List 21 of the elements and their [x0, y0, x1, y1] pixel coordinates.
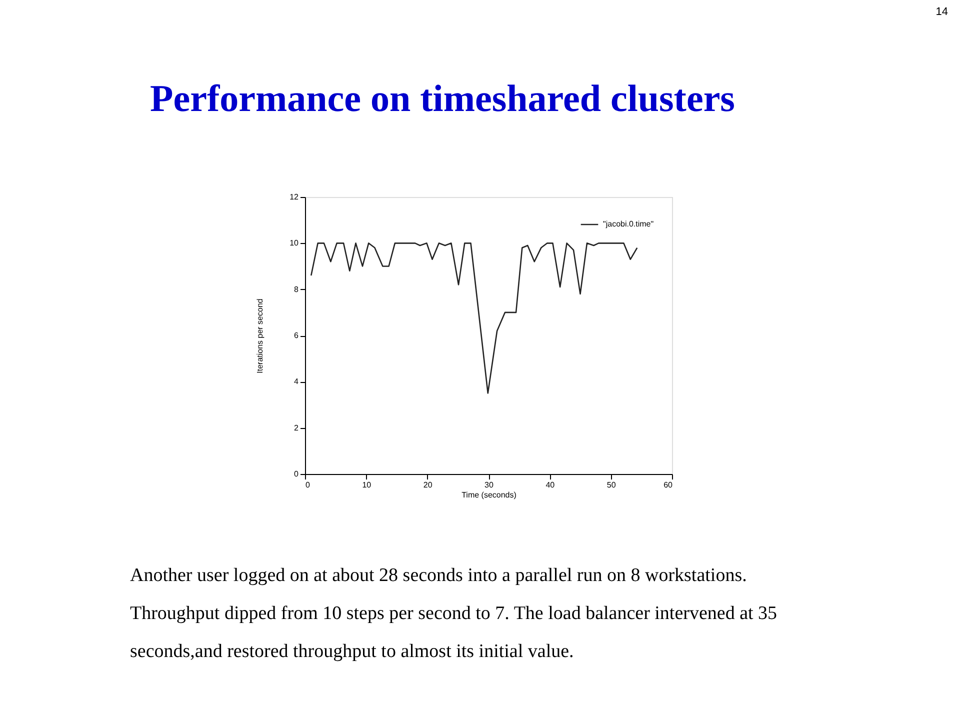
x-tick-label: 10 [362, 480, 372, 490]
y-tick-label: 10 [290, 238, 300, 248]
y-tick-label: 2 [294, 423, 300, 432]
y-tick-label: 12 [290, 192, 300, 202]
y-tick-label: 6 [294, 331, 300, 340]
x-tick-label: 20 [423, 480, 433, 490]
text: 14 [936, 6, 948, 18]
x-tick-label: 60 [664, 480, 674, 490]
y-axis-title: Iterations per second [256, 298, 265, 374]
chart-title: Performance on timeshared clusters [150, 78, 735, 120]
x-tick-label: 0 [306, 480, 310, 490]
text: Another user logged on at about 28 seconds into a parallel run on 8 workstations. Throughput dipped from 10 steps per second to 7. The load balancer intervened at 35 seconds,and restored throughput to almost its initial value. [130, 565, 778, 662]
line-series [310, 242, 638, 394]
y-tick-label: 8 [294, 284, 300, 294]
y-tick-label: 4 [294, 377, 300, 386]
y-tick-label: 0 [294, 470, 300, 478]
x-tick-label: 50 [606, 480, 616, 490]
x-tick-label: 30 [484, 480, 494, 490]
x-tick-label: 40 [546, 480, 556, 490]
x-axis-title: Time (seconds) [462, 490, 517, 500]
legend-label: "jacobi.0.time" [603, 220, 654, 228]
